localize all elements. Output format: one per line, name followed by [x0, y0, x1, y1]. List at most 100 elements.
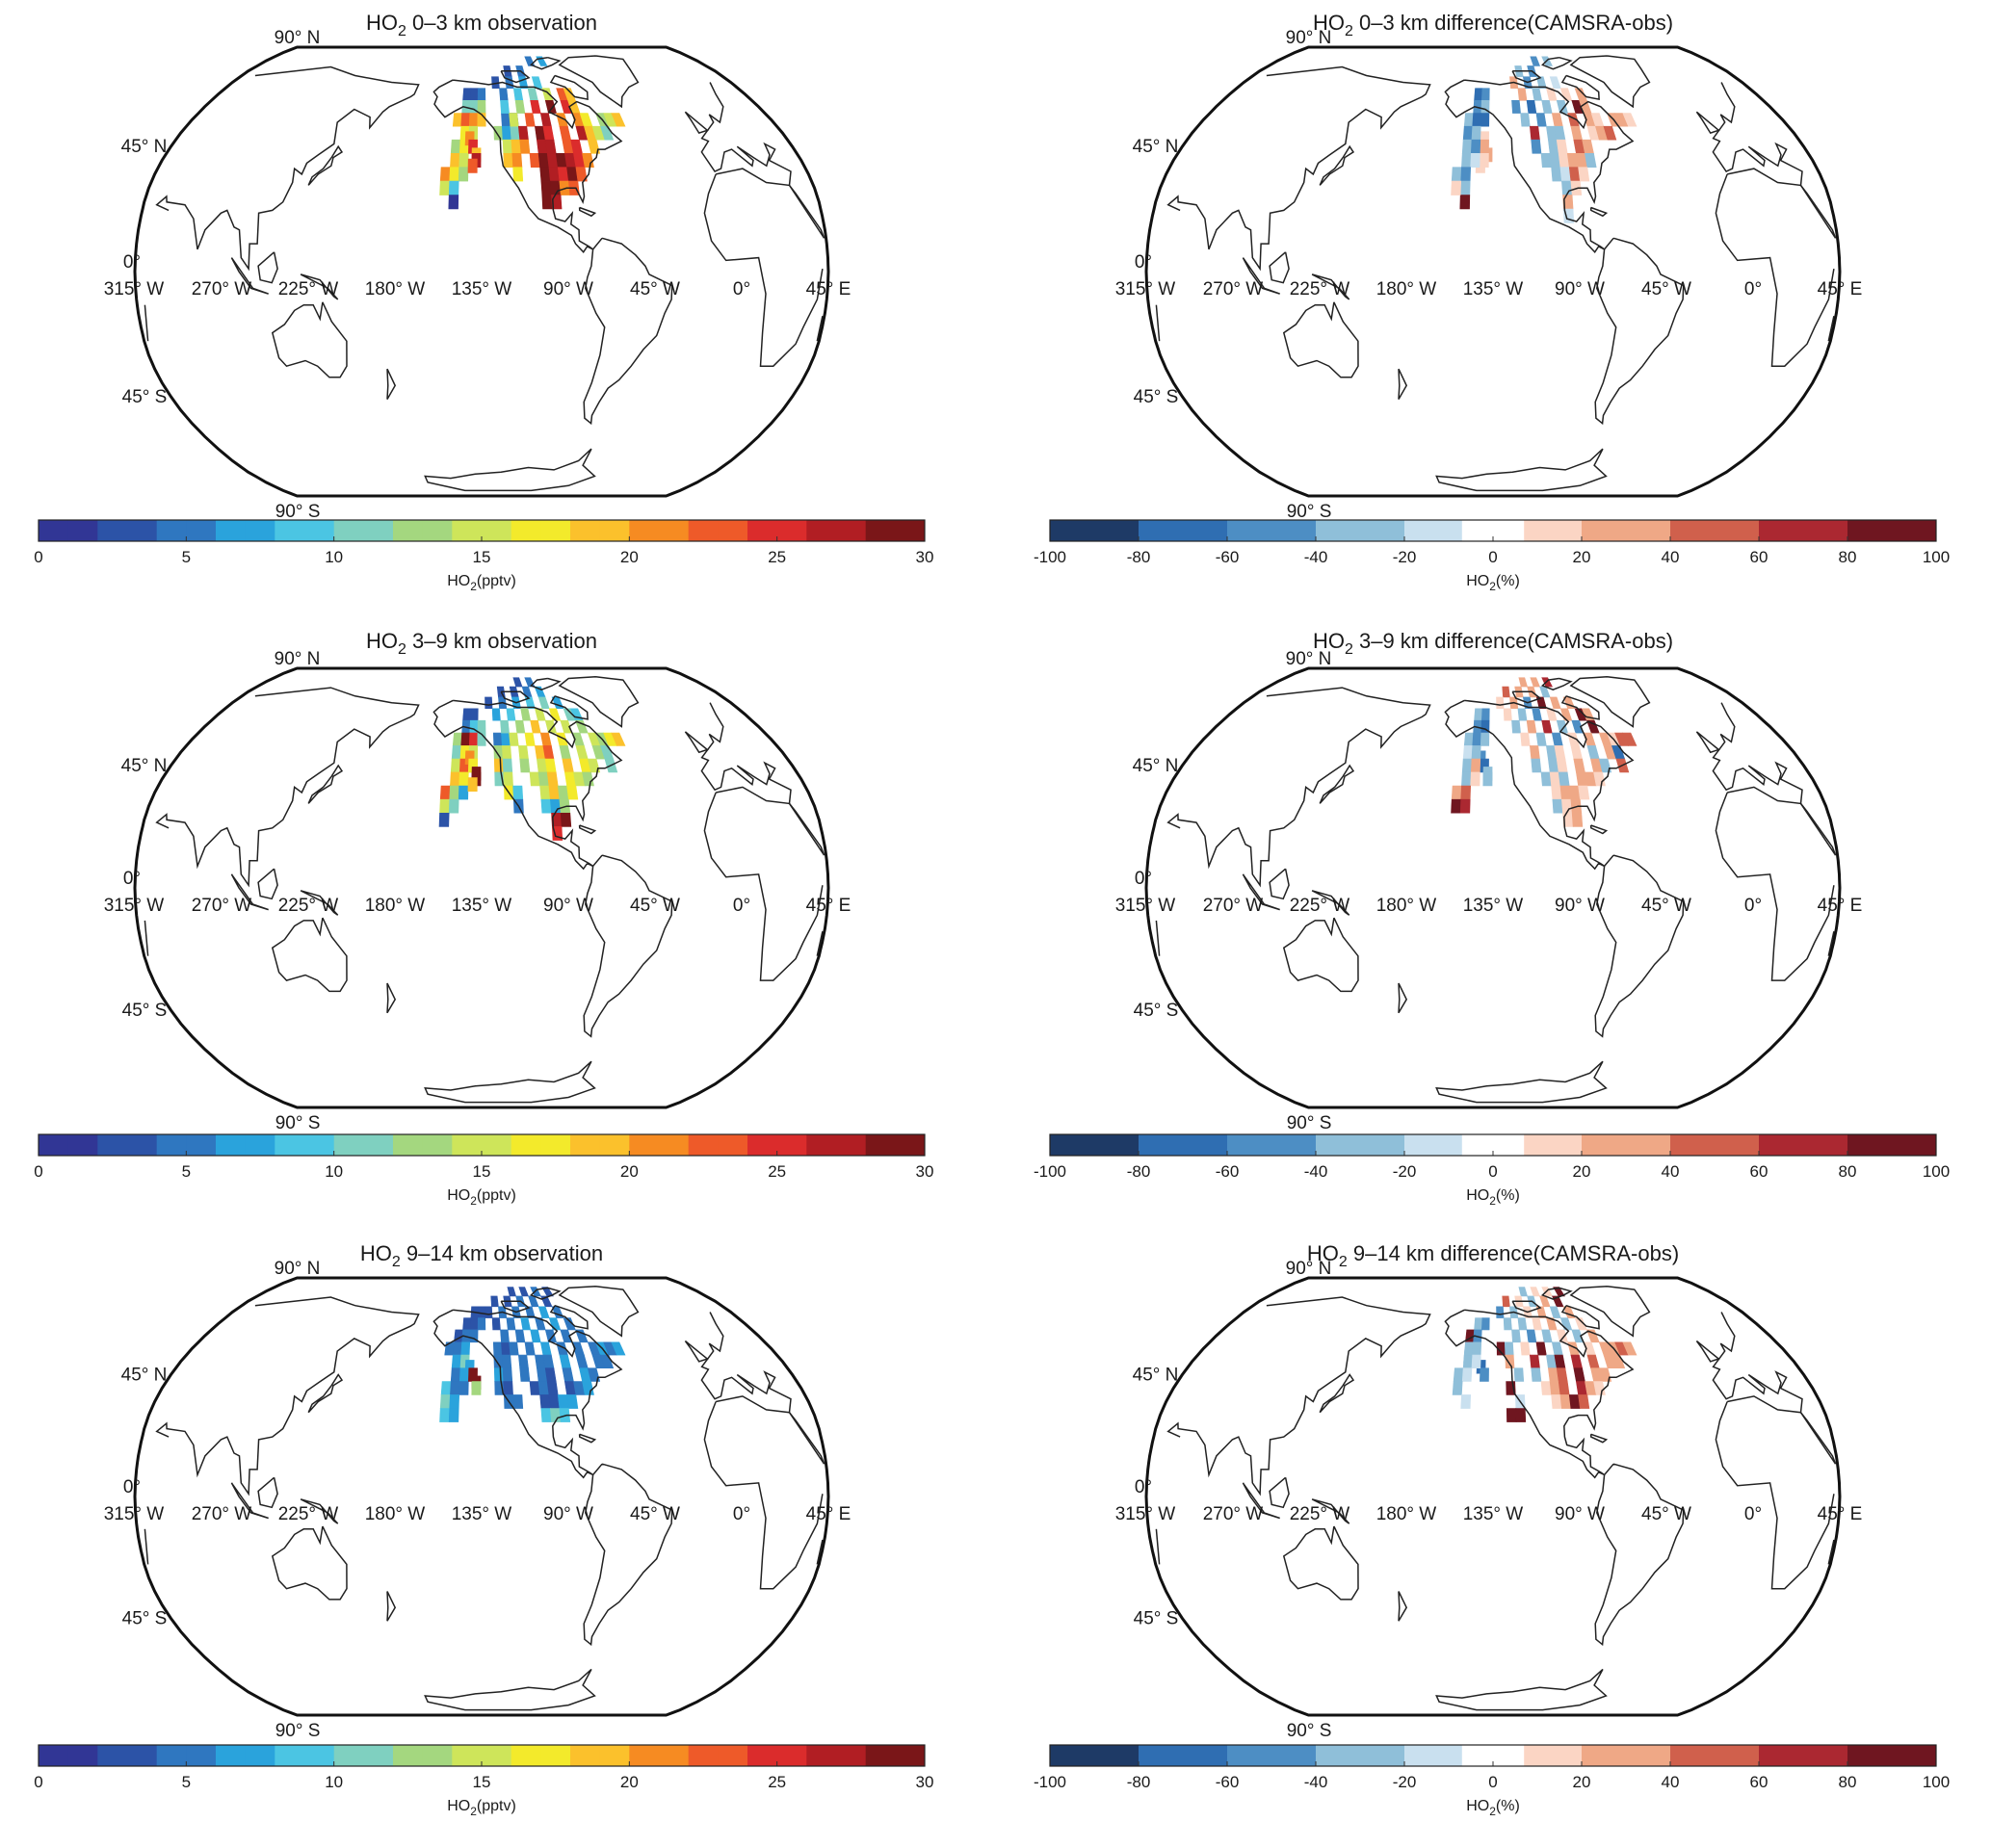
colorbar-bin	[1139, 520, 1228, 541]
data-cell	[493, 1367, 505, 1382]
data-cell	[1474, 1317, 1483, 1331]
colorbar-bin	[1759, 520, 1848, 541]
data-cell	[550, 1408, 562, 1422]
data-cell	[1541, 100, 1553, 114]
data-cell	[450, 1367, 461, 1382]
data-cell	[1540, 771, 1552, 787]
lat-label: 0°	[123, 1477, 141, 1497]
panel-obs-3-9: HO2 3–9 km observation 90° N 45° N 0° 45° S 9…	[34, 629, 933, 1208]
data-cell	[1460, 167, 1472, 182]
colorbar-bin	[688, 1745, 719, 1766]
data-cell	[1506, 1408, 1517, 1422]
data-cell	[448, 195, 459, 210]
data-cell	[1461, 771, 1472, 787]
lon-label: 225° W	[1290, 896, 1350, 916]
data-cell	[458, 785, 469, 800]
colorbar-tick: 0	[34, 1773, 42, 1791]
data-cell	[566, 785, 579, 800]
map-frame	[1144, 45, 1842, 498]
data-cell	[1461, 1367, 1473, 1382]
data-cell	[1511, 719, 1521, 734]
data-cell	[559, 745, 571, 760]
data-cell	[458, 153, 469, 168]
data-cell	[1532, 708, 1543, 721]
colorbar-bin	[570, 1745, 601, 1766]
colorbar-bin	[747, 520, 778, 541]
colorbar-bin	[1050, 520, 1140, 541]
colorbar-bin	[836, 1745, 867, 1766]
data-cell	[1556, 758, 1568, 773]
colorbar-bin	[216, 520, 247, 541]
data-cell	[1570, 745, 1583, 760]
colorbar-bin	[599, 1134, 630, 1156]
colorbar-tick: 10	[325, 548, 343, 566]
data-cell	[439, 180, 451, 195]
colorbar-tick: 5	[182, 548, 191, 566]
data-cell	[1540, 153, 1552, 168]
data-cell	[546, 1381, 559, 1395]
colorbar-bin	[718, 1134, 748, 1156]
data-cell	[451, 1354, 462, 1368]
lon-label: 135° W	[1463, 279, 1524, 299]
data-cell	[539, 1394, 551, 1409]
lon-label: 45° E	[1818, 896, 1863, 916]
data-cell	[1520, 113, 1531, 127]
colorbar-bin	[1404, 1134, 1463, 1156]
lat-label: 45° N	[121, 137, 168, 157]
lat-label: 90° S	[275, 1113, 321, 1133]
data-cell	[1518, 677, 1529, 688]
data-cell	[519, 758, 531, 773]
data-cell	[493, 1354, 504, 1368]
colorbar-bin	[422, 1745, 453, 1766]
colorbar-tick: 0	[1488, 548, 1497, 566]
data-cell	[1585, 153, 1597, 168]
data-cell	[1459, 798, 1471, 814]
data-cell	[492, 732, 503, 746]
lat-label: 0°	[1135, 1477, 1152, 1497]
lon-label: 315° W	[104, 279, 165, 299]
data-cell	[1531, 758, 1542, 773]
colorbar-bin	[67, 1745, 98, 1766]
colorbar-bin	[718, 1745, 748, 1766]
lat-label: 45° S	[1134, 1001, 1179, 1021]
data-cell	[439, 167, 451, 182]
lon-label: 0°	[1744, 1504, 1762, 1524]
data-cell	[503, 153, 513, 168]
colorbar-tick: -20	[1393, 1773, 1417, 1791]
colorbar-tick: 40	[1662, 1773, 1680, 1791]
data-cell	[1503, 1317, 1512, 1331]
colorbar-bin	[1759, 1134, 1848, 1156]
data-cell	[544, 139, 557, 154]
lat-label: 90° S	[1287, 1113, 1332, 1133]
lon-label: 180° W	[1376, 1504, 1437, 1524]
data-grid	[438, 677, 626, 841]
data-cell	[1451, 785, 1462, 800]
colorbar-bin	[39, 1745, 69, 1766]
data-cell	[1551, 1394, 1562, 1409]
data-cell	[512, 88, 524, 101]
lat-label: 45° S	[122, 1608, 168, 1628]
colorbar-bin	[216, 1745, 247, 1766]
panel-title: HO2 9–14 km observation	[360, 1241, 603, 1270]
colorbar-bin	[1670, 1745, 1760, 1766]
data-cell	[546, 771, 559, 787]
colorbar-tick: 0	[34, 548, 42, 566]
data-cell	[1496, 696, 1505, 710]
colorbar-tick: 25	[768, 1773, 786, 1791]
data-cell	[500, 1329, 510, 1343]
data-cell	[600, 1354, 615, 1368]
colorbar-bin	[1461, 520, 1525, 541]
colorbar-bin	[776, 1134, 807, 1156]
data-cell	[458, 167, 469, 182]
data-cell	[1460, 785, 1472, 800]
colorbar-tick: 20	[620, 548, 639, 566]
data-cell	[1472, 1341, 1482, 1356]
data-cell	[1535, 732, 1547, 746]
data-cell	[529, 771, 540, 787]
colorbar-bin	[1316, 1134, 1405, 1156]
data-cell	[450, 153, 460, 168]
data-cell	[1551, 785, 1562, 800]
data-cell	[469, 1317, 479, 1331]
colorbar-bin	[1050, 1134, 1140, 1156]
